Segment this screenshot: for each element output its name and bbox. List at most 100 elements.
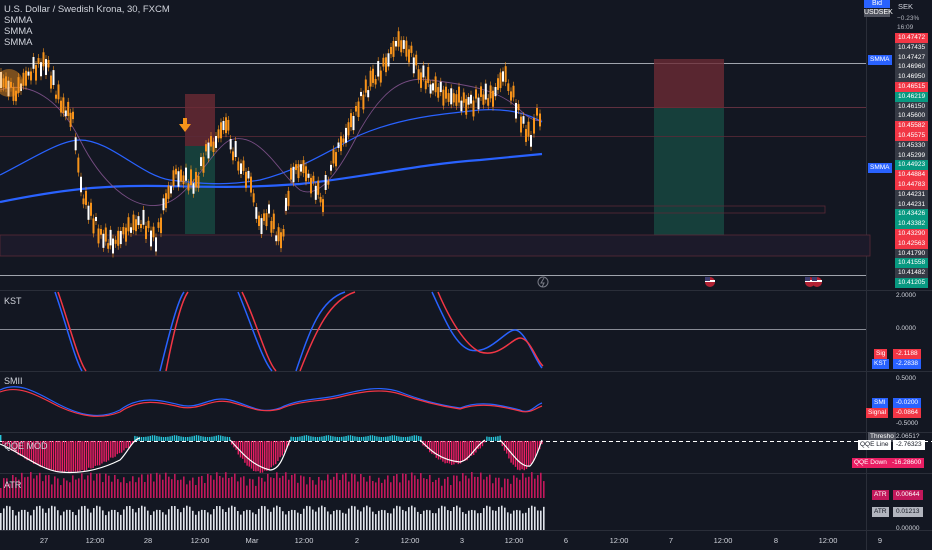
candle-body bbox=[345, 127, 347, 143]
atr-long-bar bbox=[75, 515, 77, 530]
atr-pane-title[interactable]: ATR bbox=[4, 480, 22, 490]
price-candles[interactable] bbox=[0, 27, 541, 258]
atr-long-bar bbox=[21, 509, 23, 530]
kst-pane[interactable] bbox=[0, 291, 866, 372]
qqe-down-bar bbox=[242, 441, 244, 459]
atr-long-bar bbox=[186, 505, 188, 530]
qqe-down-bar bbox=[237, 441, 239, 455]
candle-body bbox=[292, 166, 295, 183]
candle-body bbox=[472, 100, 475, 117]
atr-bar bbox=[342, 474, 344, 498]
atr-long-bar bbox=[162, 512, 164, 530]
atr-bar bbox=[471, 472, 473, 498]
atr-bar bbox=[141, 474, 143, 498]
atr-bar bbox=[282, 475, 284, 498]
atr-long-bar bbox=[243, 511, 245, 530]
kst-pane-title[interactable]: KST bbox=[4, 296, 22, 306]
support-box-3 bbox=[0, 234, 871, 257]
atr-bar bbox=[168, 476, 170, 498]
smma-legend-2[interactable]: SMMA bbox=[4, 26, 33, 37]
candle-body bbox=[142, 209, 145, 225]
zones[interactable] bbox=[0, 59, 871, 257]
qqe-up-bar bbox=[202, 436, 204, 441]
atr-long-bar bbox=[234, 506, 236, 530]
atr-long-bar bbox=[381, 509, 383, 530]
candle-body bbox=[340, 136, 342, 152]
qqe-pane[interactable] bbox=[0, 435, 932, 474]
qqe-up-bar bbox=[411, 435, 413, 441]
atr-bar bbox=[474, 476, 476, 498]
atr-bar bbox=[261, 477, 263, 498]
qqe-up-bar bbox=[297, 436, 299, 441]
event-icons[interactable] bbox=[537, 276, 822, 288]
candle-body bbox=[482, 94, 485, 105]
qqe-pane-title[interactable]: QQE MOD bbox=[4, 441, 48, 451]
candle-body bbox=[487, 98, 490, 106]
qqe-down-bar bbox=[72, 441, 74, 472]
qqe-down-bar bbox=[127, 441, 129, 449]
atr-bar bbox=[423, 478, 425, 498]
candle-body bbox=[187, 183, 190, 191]
candle-body bbox=[467, 97, 470, 105]
qqe-up-bar bbox=[497, 436, 499, 441]
candle-body bbox=[429, 84, 432, 94]
qqe-up-bar bbox=[176, 435, 178, 441]
atr-long-bar bbox=[150, 514, 152, 530]
smi-line bbox=[0, 386, 543, 416]
atr-long-bar bbox=[111, 509, 113, 530]
candle-body bbox=[250, 176, 252, 193]
atr-long-bar bbox=[357, 509, 359, 530]
kst-sig-value: -2.1188 bbox=[893, 349, 921, 359]
atr-pane[interactable] bbox=[0, 472, 545, 530]
atr-long-bar bbox=[429, 510, 431, 530]
smma-legend-1[interactable]: SMMA bbox=[4, 15, 33, 26]
atr-bar bbox=[525, 477, 527, 498]
short-stop-zone-2 bbox=[654, 59, 724, 108]
smii-pane-title[interactable]: SMII bbox=[4, 376, 23, 386]
qqe-down-bar bbox=[270, 441, 272, 468]
candle-body bbox=[232, 151, 234, 161]
qqe-down-bar bbox=[85, 441, 88, 470]
smma-legend-3[interactable]: SMMA bbox=[4, 37, 33, 48]
smii-pane[interactable] bbox=[0, 386, 543, 417]
qqe-up-bar bbox=[184, 436, 187, 441]
qqe-down-bar bbox=[121, 441, 123, 453]
qqe-down-bar bbox=[455, 441, 457, 464]
atr-long-bar bbox=[312, 509, 314, 530]
price-tick: 10.41558 bbox=[895, 258, 929, 269]
atr-bar bbox=[216, 472, 218, 498]
atr-bar bbox=[531, 472, 533, 498]
candle-body bbox=[357, 101, 360, 117]
qqe-up-bar bbox=[358, 436, 360, 441]
candle-body bbox=[314, 185, 317, 200]
atr-long-bar bbox=[258, 508, 260, 530]
atr-long-bar bbox=[195, 514, 197, 530]
qqe-up-bar bbox=[393, 435, 396, 441]
candle-body bbox=[475, 89, 477, 99]
qqe-up-bar bbox=[138, 436, 140, 441]
candle-body bbox=[295, 164, 297, 171]
candle-body bbox=[100, 228, 102, 235]
atr-long-bar bbox=[219, 506, 221, 530]
qqe-up-bar bbox=[222, 436, 224, 441]
atr-bar bbox=[72, 475, 74, 498]
qqe-down-bar bbox=[528, 441, 530, 466]
symbol-title[interactable]: U.S. Dollar / Swedish Krona, 30, FXCM bbox=[4, 4, 170, 15]
candle-body bbox=[102, 233, 105, 248]
atr-bar bbox=[312, 480, 314, 498]
currency-label[interactable]: SEK bbox=[898, 2, 914, 11]
qqe-down-bar bbox=[431, 441, 433, 454]
qqe-up-bar bbox=[198, 435, 200, 441]
atr-bar bbox=[132, 476, 134, 498]
candle-body bbox=[147, 220, 150, 229]
candle-body bbox=[319, 196, 322, 203]
candle-body bbox=[439, 81, 442, 93]
qqe-down-bar bbox=[48, 441, 50, 470]
candle-body bbox=[15, 90, 17, 102]
qqe-down-value: -16.28600 bbox=[889, 458, 925, 468]
atr-bar bbox=[240, 477, 242, 498]
atr-long-bar bbox=[333, 510, 335, 530]
candle-body bbox=[280, 232, 282, 249]
atr-long-bar bbox=[24, 509, 26, 530]
